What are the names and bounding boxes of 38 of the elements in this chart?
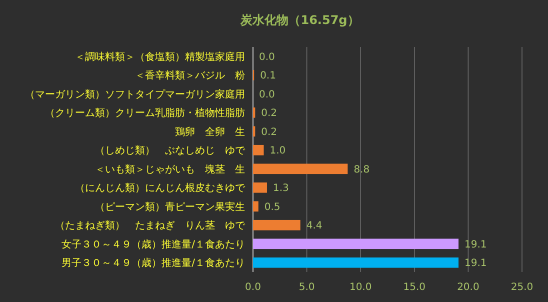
y-tick-label: （マーガリン類）ソフトタイプマーガリン家庭用 (25, 88, 245, 100)
y-tick-label: （しめじ類） ぶなしめじ ゆで (95, 144, 246, 157)
data-label: 1.3 (272, 183, 289, 194)
data-label: 1.0 (270, 146, 286, 157)
y-tick-label: 鶏卵 全卵 生 (175, 126, 245, 138)
y-tick-label: 女子３０～４９（歳）推進量/１食あたり (62, 238, 245, 250)
y-tick-label: （ピーマン類）青ピーマン果実生 (95, 200, 245, 213)
y-tick-label: ＜調味料類＞（食塩類）精製塩家庭用 (75, 50, 245, 63)
x-tick-label: 5.0 (298, 282, 315, 293)
bar (253, 182, 267, 193)
data-label: 0.2 (261, 108, 278, 120)
data-label: 19.1 (464, 239, 487, 250)
data-label: 0.2 (261, 126, 278, 138)
bar (253, 144, 264, 156)
x-tick-label: 0.0 (245, 282, 261, 293)
y-tick-label: ＜いも類＞じゃがいも 塊茎 生 (95, 163, 245, 176)
data-label: 19.1 (464, 258, 487, 270)
chart-title: 炭水化物（16.57g） (240, 13, 360, 27)
data-label: 4.4 (306, 220, 322, 232)
data-label: 0.0 (259, 89, 275, 100)
bar (253, 201, 258, 212)
y-tick-label: ＜香辛料類＞バジル 粉 (135, 70, 245, 82)
data-label: 8.8 (354, 164, 370, 176)
data-label: 0.5 (264, 202, 280, 213)
bar (253, 257, 459, 268)
x-tick-label: 10.0 (349, 282, 372, 293)
data-label: 0.1 (260, 70, 276, 82)
bar (253, 220, 300, 230)
data-label: 0.0 (259, 52, 275, 63)
y-tick-label: （たまねぎ類） たまねぎ りん茎 ゆで (55, 220, 246, 232)
bar (253, 238, 459, 250)
y-tick-label: （にんじん類）にんじん根皮むきゆで (75, 182, 246, 194)
y-tick-label: 男子３０～４９（歳）推進量/１食あたり (62, 257, 245, 270)
x-tick-label: 15.0 (403, 282, 426, 293)
x-tick-label: 20.0 (457, 282, 480, 293)
bar (253, 164, 348, 174)
x-tick-label: 25.0 (510, 282, 534, 293)
y-tick-label: （クリーム類）クリーム乳脂肪・植物性脂肪 (45, 107, 245, 120)
